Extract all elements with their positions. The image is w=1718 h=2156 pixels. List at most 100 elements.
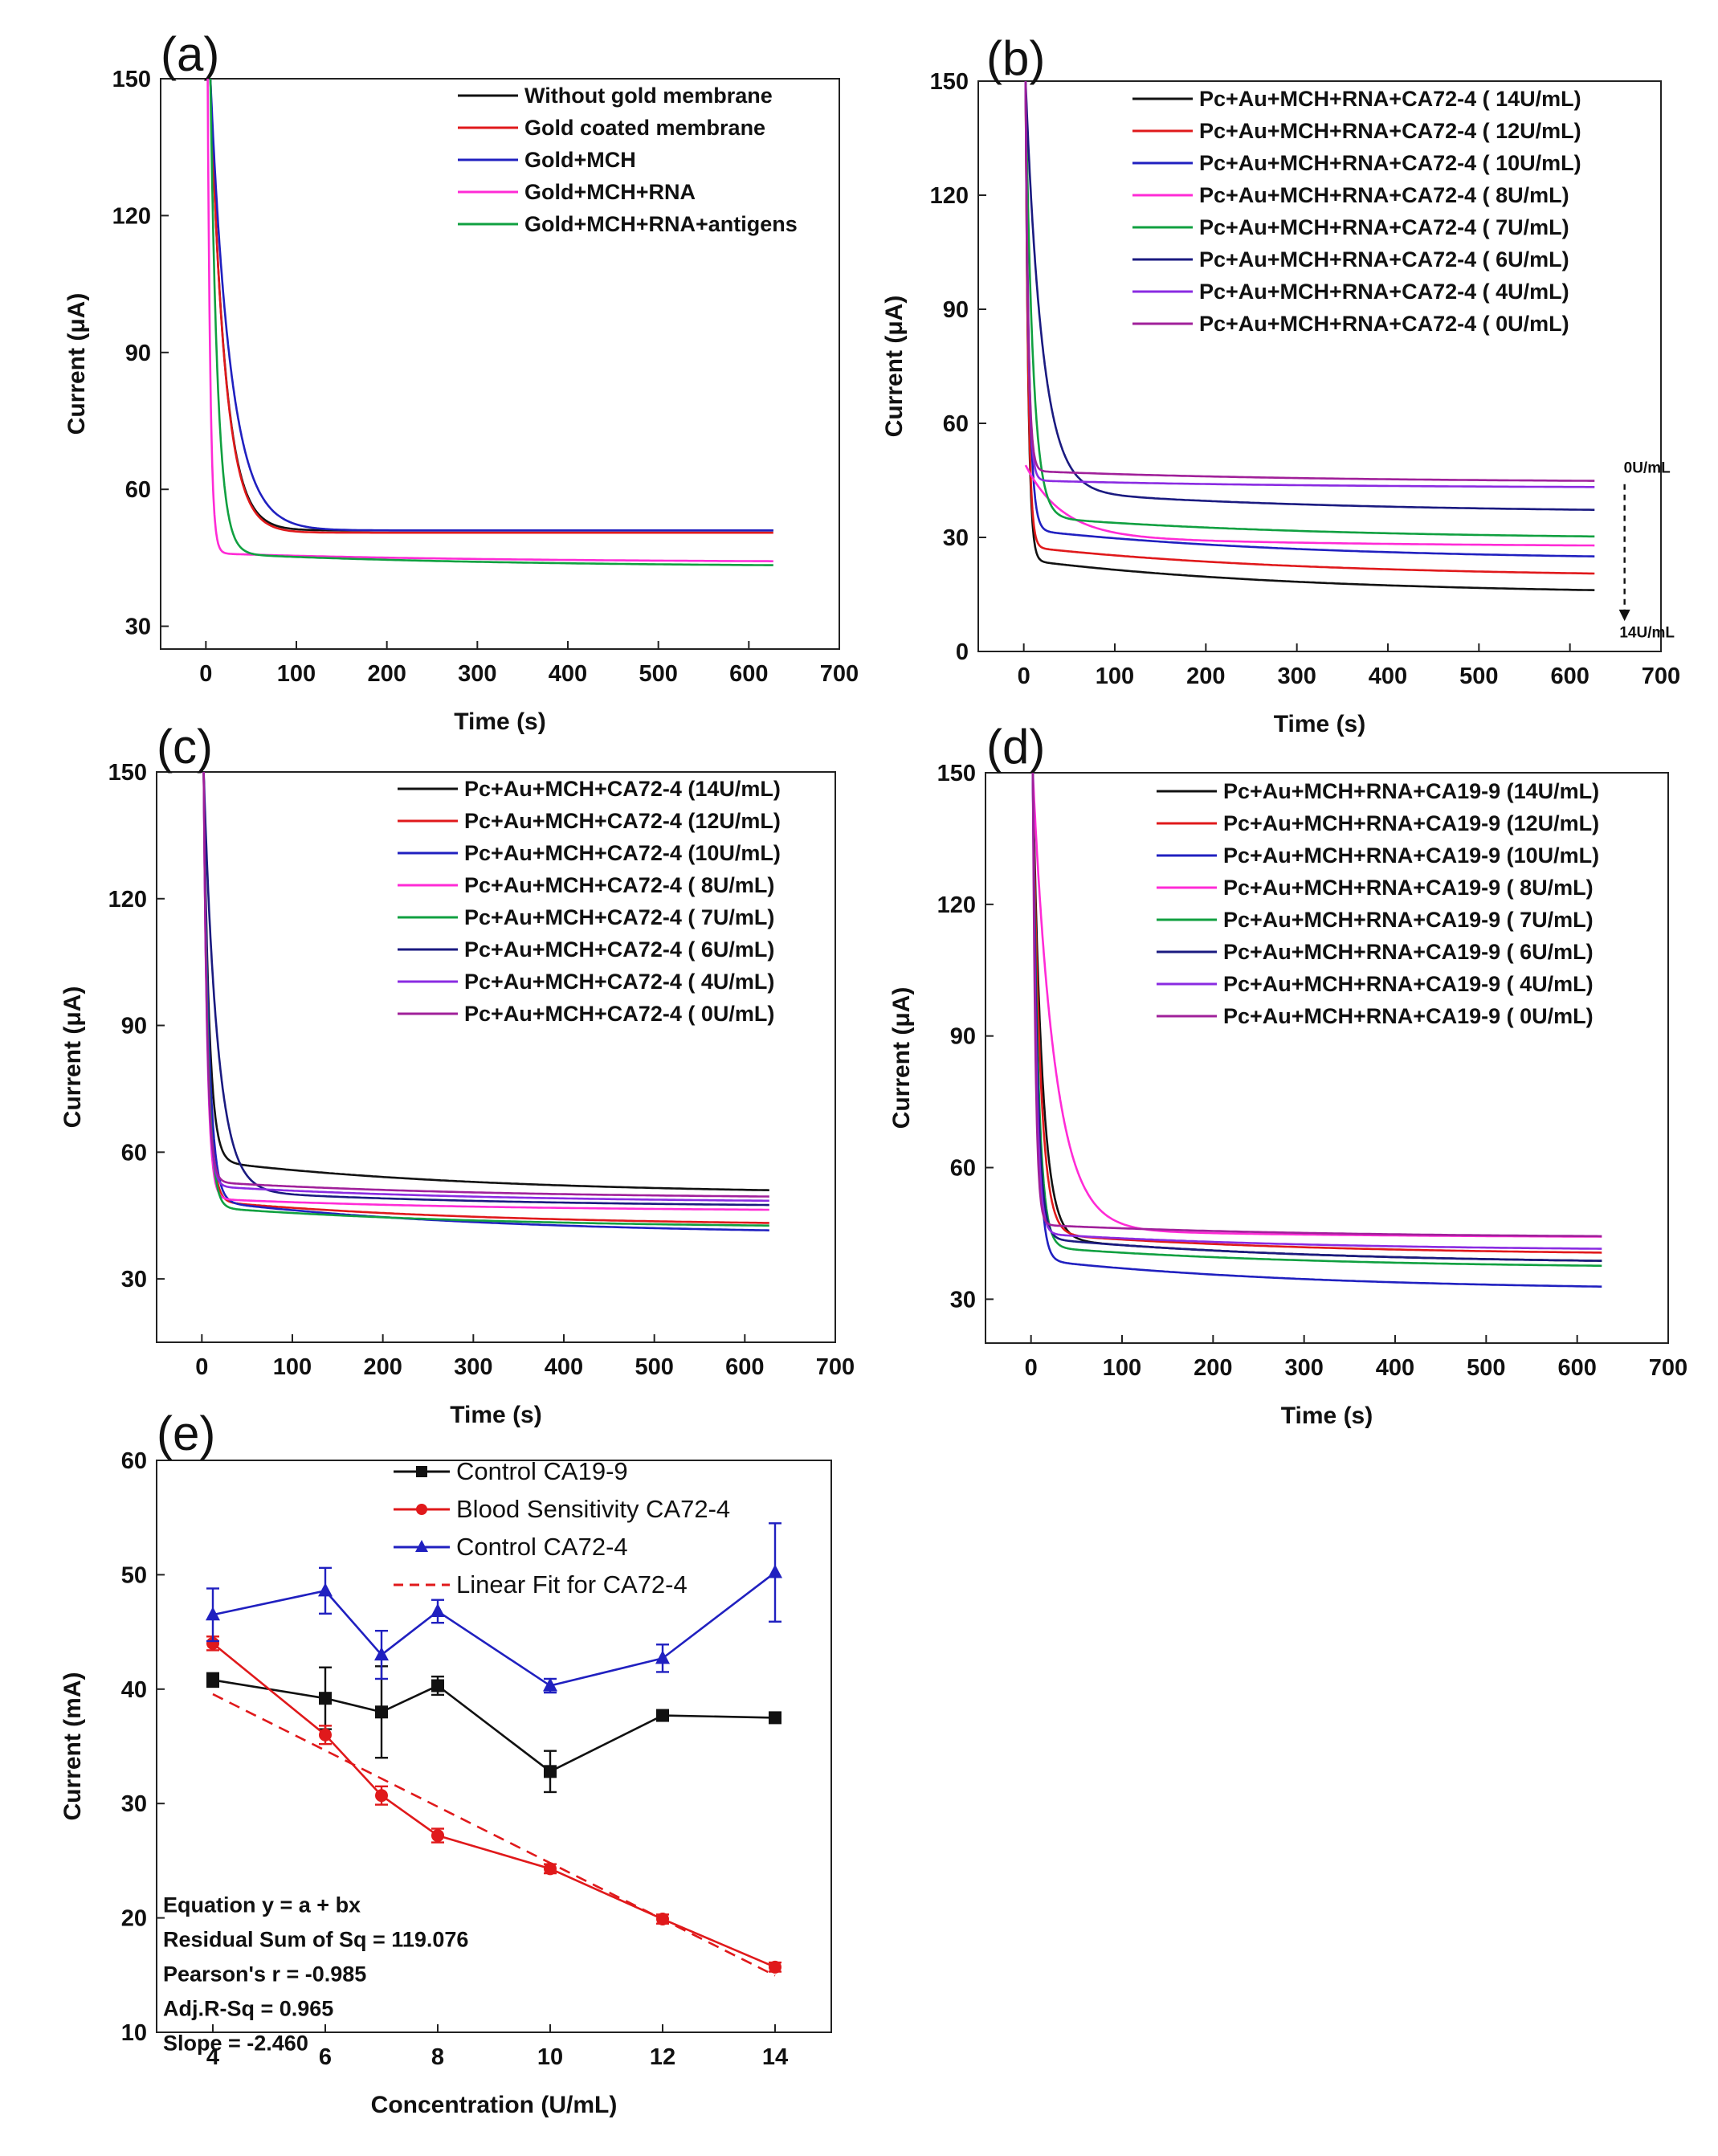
legend-marker	[416, 1504, 427, 1515]
panel-e: 4 6 8 10 12 14 10 20 30 40 50 60 Concentration (U/mL…	[59, 1407, 832, 2118]
y-tick-label: 120	[108, 887, 147, 913]
data-point	[769, 1960, 781, 1974]
y-tick-label: 60	[121, 1140, 147, 1166]
series-line	[202, 772, 769, 1207]
series-line	[1031, 773, 1602, 1268]
data-point	[319, 1692, 332, 1705]
y-tick-label: 60	[125, 477, 151, 503]
series-line	[202, 772, 769, 1191]
y-tick-label: 30	[121, 1791, 147, 1817]
series-line	[202, 772, 769, 1198]
series-line	[1024, 81, 1595, 538]
y-axis-title: Current (μA)	[59, 986, 86, 1129]
x-tick-label: 400	[545, 1354, 583, 1380]
legend-label: Gold+MCH+RNA+antigens	[524, 212, 798, 236]
legend-label: Pc+Au+MCH+CA72-4 (10U/mL)	[464, 841, 781, 865]
x-tick-label: 100	[277, 661, 316, 687]
x-tick-label: 200	[367, 661, 406, 687]
series-line	[1031, 773, 1602, 1262]
data-point	[206, 1607, 220, 1621]
legend-label: Pc+Au+MCH+CA72-4 ( 8U/mL)	[464, 873, 774, 897]
legend-label: Pc+Au+MCH+CA72-4 ( 4U/mL)	[464, 970, 774, 994]
data-point	[768, 1564, 782, 1578]
legend-label: Linear Fit for CA72-4	[456, 1570, 688, 1599]
y-tick-label: 150	[937, 761, 976, 786]
plot-frame	[156, 1460, 832, 2033]
y-tick-label: 150	[108, 760, 147, 786]
data-point	[543, 1677, 557, 1692]
legend-label: Pc+Au+MCH+RNA+CA19-9 (12U/mL)	[1223, 811, 1599, 835]
panel-letter: (a)	[161, 27, 219, 81]
legend-label: Pc+Au+MCH+RNA+CA72-4 ( 14U/mL)	[1199, 87, 1581, 111]
x-tick-label: 400	[1376, 1355, 1414, 1381]
fit-stats-line: Adj.R-Sq = 0.965	[163, 1996, 333, 2020]
legend-label: Pc+Au+MCH+CA72-4 (12U/mL)	[464, 809, 781, 833]
data-point	[544, 1862, 557, 1876]
legend-marker	[415, 1540, 428, 1552]
y-axis-title: Current (mA)	[59, 1672, 86, 1821]
x-tick-label: 500	[1467, 1355, 1505, 1381]
y-tick-label: 0	[956, 639, 969, 665]
y-tick-label: 150	[112, 67, 151, 92]
series-line	[206, 79, 773, 562]
x-tick-label: 700	[816, 1354, 855, 1380]
series-line	[202, 772, 769, 1224]
plot-area	[202, 772, 769, 1231]
y-tick-label: 90	[950, 1024, 976, 1050]
panel-c: 0 100 200 300 400 500 600 700 30 60 90 120 150 Time (…	[59, 720, 855, 1428]
fit-stats-line: Pearson's r = -0.985	[163, 1962, 366, 1986]
data-point	[319, 1728, 332, 1742]
x-tick-label: 0	[195, 1354, 208, 1380]
x-tick-label: 500	[639, 661, 677, 687]
legend-label: Pc+Au+MCH+RNA+CA72-4 ( 12U/mL)	[1199, 119, 1581, 143]
x-tick-label: 600	[1557, 1355, 1596, 1381]
plot-area	[1024, 81, 1595, 591]
legend-label: Control CA19-9	[456, 1457, 628, 1485]
x-axis-title: Time (s)	[1274, 711, 1365, 737]
y-tick-label: 30	[125, 615, 151, 640]
y-tick-label: 50	[121, 1562, 147, 1588]
data-point	[656, 1709, 669, 1722]
x-tick-label: 600	[1550, 664, 1589, 689]
data-point	[769, 1711, 781, 1725]
data-point	[656, 1913, 669, 1926]
x-axis-title: Time (s)	[450, 1402, 541, 1428]
plot-frame	[156, 771, 836, 1343]
series-line	[209, 79, 773, 534]
legend-label: Pc+Au+MCH+CA72-4 ( 7U/mL)	[464, 905, 774, 929]
fit-stats-line: Equation y = a + bx	[163, 1893, 361, 1917]
panel-d: 0 100 200 300 400 500 600 700 30 60 90 120 150 Time (…	[888, 720, 1687, 1429]
y-tick-label: 90	[121, 1014, 147, 1039]
legend-label: Gold+MCH	[524, 148, 636, 172]
legend-label: Pc+Au+MCH+RNA+CA19-9 ( 8U/mL)	[1223, 876, 1594, 900]
legend-label: Pc+Au+MCH+RNA+CA72-4 ( 4U/mL)	[1199, 280, 1569, 304]
y-tick-label: 120	[930, 183, 969, 209]
x-tick-label: 700	[820, 661, 859, 687]
data-point	[655, 1650, 670, 1664]
legend-label: Blood Sensitivity CA72-4	[456, 1495, 730, 1523]
y-tick-label: 20	[121, 1906, 147, 1932]
plot-area	[206, 1522, 782, 1977]
x-tick-label: 300	[454, 1354, 492, 1380]
x-tick-label: 0	[1018, 664, 1030, 689]
x-tick-label: 100	[273, 1354, 312, 1380]
x-tick-label: 0	[199, 661, 212, 687]
legend-label: Pc+Au+MCH+RNA+CA72-4 ( 0U/mL)	[1199, 312, 1569, 336]
series-line	[1024, 81, 1595, 557]
x-tick-label: 200	[1194, 1355, 1232, 1381]
x-tick-label: 500	[635, 1354, 673, 1380]
data-point	[318, 1582, 333, 1597]
y-tick-label: 150	[930, 69, 969, 95]
series-line	[209, 79, 773, 532]
legend-label: Pc+Au+MCH+RNA+CA72-4 ( 8U/mL)	[1199, 183, 1569, 207]
y-tick-label: 30	[950, 1287, 976, 1313]
annotation-top: 0U/mL	[1624, 460, 1671, 477]
series-line	[212, 1642, 776, 1969]
y-tick-label: 30	[943, 525, 969, 551]
x-tick-label: 200	[1186, 664, 1225, 689]
series-line	[1024, 81, 1595, 511]
legend-label: Pc+Au+MCH+RNA+CA72-4 ( 6U/mL)	[1199, 247, 1569, 272]
panel-a: 0 100 200 300 400 500 600 700 30 60 90 120 150 Time (…	[63, 27, 859, 735]
x-tick-label: 100	[1096, 664, 1134, 689]
